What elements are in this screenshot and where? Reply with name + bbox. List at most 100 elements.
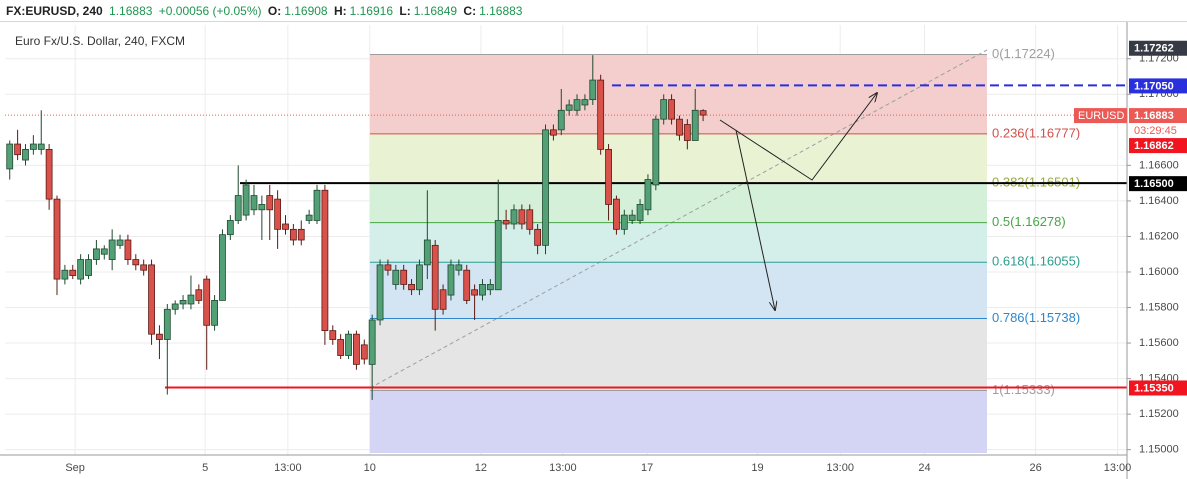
y-tick-label: 1.15000 <box>1139 444 1179 456</box>
candle-body <box>502 220 510 225</box>
fib-zone <box>370 133 987 183</box>
candle-body <box>431 244 439 310</box>
x-tick-label: 13:00 <box>274 462 302 474</box>
candle-body <box>297 228 305 241</box>
candle-body <box>22 148 29 161</box>
candle-body <box>148 264 155 335</box>
price-label: 1.17262 <box>1134 43 1174 55</box>
ohlc-label: H: <box>333 4 347 18</box>
candle-body <box>565 104 573 111</box>
price-label-box <box>1129 78 1187 94</box>
candle-body <box>542 129 549 246</box>
x-tick-label: 13:00 <box>826 462 854 474</box>
ohlc-label: L: <box>399 4 411 18</box>
candle-body <box>628 214 636 221</box>
candle-body <box>116 239 124 246</box>
ohlc-label: O: <box>267 4 282 18</box>
countdown-label: 03:29:45 <box>1134 125 1177 137</box>
symbol-label: EURUSD <box>1078 110 1125 122</box>
candle-body <box>479 284 486 296</box>
candle-body <box>108 239 116 260</box>
price-label-box <box>1129 380 1187 396</box>
ohlc-value: 1.16849 <box>413 4 458 18</box>
change: +0.00056 (+0.05%) <box>158 4 262 18</box>
ohlc-label: C: <box>463 4 477 18</box>
candle-body <box>77 259 85 280</box>
fib-level-label: 0.5(1.16278) <box>992 214 1066 229</box>
candle-body <box>589 79 597 101</box>
candle-body <box>376 264 384 321</box>
fib-level-label: 0(1.17224) <box>992 46 1055 61</box>
background-layer <box>5 25 1127 455</box>
candle-body <box>53 198 61 280</box>
y-tick-label: 1.16600 <box>1139 159 1179 171</box>
candle-body <box>37 143 45 150</box>
candle-body <box>124 239 132 260</box>
fib-zone <box>370 182 987 223</box>
candle-body <box>573 99 581 111</box>
candle-body <box>392 269 400 285</box>
x-tick-label: 10 <box>364 462 376 474</box>
candle-body <box>605 148 612 205</box>
candle-body <box>510 209 518 225</box>
candle-body <box>45 148 53 200</box>
candle-body <box>69 269 77 276</box>
candle-body <box>660 99 668 120</box>
arrow-path <box>719 93 877 181</box>
candle-body <box>289 228 297 241</box>
candle-body <box>219 234 226 301</box>
symbol-label-box <box>1074 108 1127 124</box>
candle-body <box>597 79 605 150</box>
x-tick-label: 13:00 <box>1104 462 1132 474</box>
x-tick-label: 13:00 <box>549 462 577 474</box>
x-tick-label: 26 <box>1029 462 1041 474</box>
candle-body <box>282 223 289 230</box>
candle-body <box>100 248 108 255</box>
candle-body <box>353 333 360 365</box>
candle-body <box>274 198 282 230</box>
candle-body <box>234 195 242 221</box>
candle-body <box>258 204 266 211</box>
candle-body <box>613 198 620 230</box>
y-tick-label: 1.15800 <box>1139 301 1179 313</box>
candle-body <box>195 289 203 301</box>
candle-body <box>29 143 37 150</box>
candle-body <box>683 124 691 141</box>
candle-body <box>494 220 502 291</box>
candle-body <box>305 214 313 221</box>
candle-body <box>439 289 447 310</box>
x-tick-label: 5 <box>202 462 208 474</box>
price-label: 1.16500 <box>1134 178 1174 190</box>
candle-body <box>676 118 683 136</box>
candle-body <box>644 179 652 211</box>
candle-body <box>526 209 534 230</box>
candle-body <box>471 289 479 296</box>
price-label-box <box>1129 176 1187 192</box>
candle-body <box>242 184 250 216</box>
fib-level-label: 1(1.15333) <box>992 382 1055 397</box>
ohlc-value: 1.16916 <box>349 4 394 18</box>
x-tick-label: Sep <box>65 462 85 474</box>
candle-body <box>321 189 329 332</box>
candle-body <box>668 99 675 120</box>
price-label: 1.16883 <box>1134 110 1174 122</box>
candles <box>6 55 707 400</box>
arrows <box>719 93 877 310</box>
candle-body <box>408 284 415 291</box>
candle-body <box>6 143 14 170</box>
candle-body <box>463 269 471 301</box>
candle-body <box>486 284 494 291</box>
x-tick-label: 24 <box>918 462 930 474</box>
x-tick-label: 12 <box>475 462 487 474</box>
y-tick-label: 1.16400 <box>1139 195 1179 207</box>
symbol: FX:EURUSD, 240 <box>6 4 103 18</box>
fib-zone <box>370 318 987 391</box>
candle-body <box>250 195 258 211</box>
price-labels: 1.16500 1.15350 1.17050 1.16883 EURUSD 03:29:… <box>1074 40 1187 396</box>
candle-body <box>620 214 628 230</box>
candle-body <box>345 333 352 356</box>
candle-body <box>691 109 699 141</box>
candle-body <box>140 264 148 271</box>
